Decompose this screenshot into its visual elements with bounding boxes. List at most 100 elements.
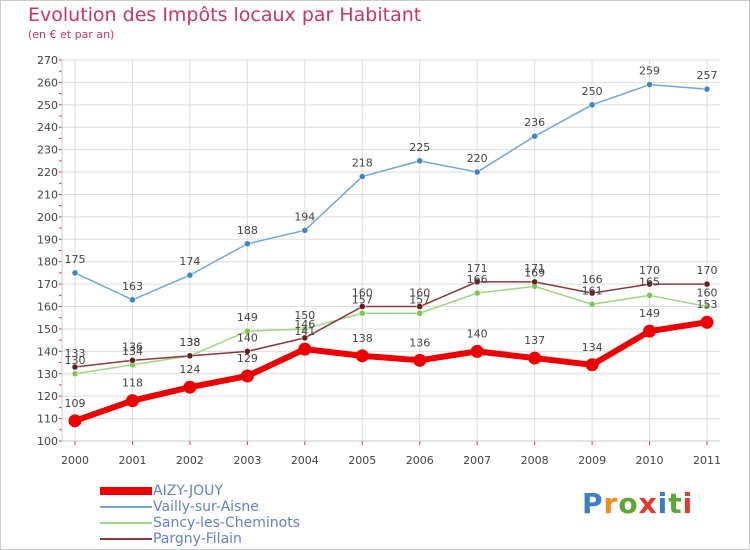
data-label-vailly-sur-aisne-2002: 174	[179, 255, 200, 268]
y-tick-label-250: 250	[37, 99, 58, 112]
data-point-aizy-jouy-2005	[355, 349, 369, 363]
data-label-aizy-jouy-2009: 134	[582, 341, 603, 354]
data-label-vailly-sur-aisne-2005: 218	[352, 157, 373, 170]
data-point-vailly-sur-aisne-2010	[646, 81, 653, 88]
data-label-vailly-sur-aisne-2001: 163	[122, 280, 143, 293]
grid-layer	[62, 59, 720, 442]
logo-letter: i	[682, 487, 694, 520]
data-label-pargny-filain-2008: 171	[524, 262, 545, 275]
data-point-aizy-jouy-2002	[183, 380, 197, 394]
data-point-pargny-filain-2002	[186, 352, 194, 360]
data-label-pargny-filain-2006: 160	[409, 287, 430, 300]
data-point-aizy-jouy-2009	[585, 358, 599, 372]
data-label-vailly-sur-aisne-2010: 259	[639, 65, 660, 78]
data-point-vailly-sur-aisne-2005	[359, 173, 366, 180]
series-line-vailly-sur-aisne	[74, 83, 708, 301]
logo-letter: i	[657, 487, 669, 520]
data-label-sancy-les-cheminots-2003: 149	[237, 311, 258, 324]
x-tick-label-2002: 2002	[176, 454, 204, 467]
legend-label-aizy-jouy: AIZY-JOUY	[153, 483, 223, 499]
legend-label-vailly-sur-aisne: Vailly-sur-Aisne	[153, 499, 259, 515]
legend-swatch-aizy-jouy	[100, 487, 152, 495]
y-tick-label-100: 100	[37, 435, 58, 448]
x-tick-label-2007: 2007	[463, 454, 491, 467]
chart-title: Evolution des Impôts locaux par Habitant	[28, 4, 422, 26]
data-label-sancy-les-cheminots-2007: 166	[467, 273, 488, 286]
data-label-sancy-les-cheminots-2006: 157	[409, 293, 430, 306]
data-label-vailly-sur-aisne-2004: 194	[294, 210, 315, 223]
data-label-sancy-les-cheminots-2004: 150	[294, 309, 315, 322]
y-tick-label-260: 260	[37, 76, 58, 89]
data-label-sancy-les-cheminots-2002: 138	[179, 336, 200, 349]
data-point-sancy-les-cheminots-2005	[359, 310, 366, 317]
x-tick-label-2003: 2003	[233, 454, 261, 467]
data-label-aizy-jouy-2001: 118	[122, 377, 143, 390]
data-point-pargny-filain-2006	[416, 303, 423, 310]
x-tick-label-2008: 2008	[521, 454, 549, 467]
axis-layer: 100 110 120 130 140 150 160 170 180 190 200 210 220 2…	[37, 54, 721, 467]
data-label-pargny-filain-2002: 138	[179, 336, 200, 349]
logo-letter: t	[668, 487, 683, 520]
data-point-aizy-jouy-2008	[528, 351, 542, 365]
data-point-aizy-jouy-2001	[125, 394, 139, 408]
data-point-aizy-jouy-2000	[68, 414, 82, 428]
data-point-pargny-filain-2007	[473, 278, 481, 286]
data-point-aizy-jouy-2006	[413, 353, 427, 367]
y-tick-label-170: 170	[37, 278, 58, 291]
data-point-aizy-jouy-2011	[700, 315, 714, 329]
chart-subtitle: (en € et par an)	[28, 28, 115, 41]
y-tick-label-230: 230	[37, 144, 58, 157]
legend-label-pargny-filain: Pargny-Filain	[153, 531, 242, 547]
data-label-aizy-jouy-2003: 129	[237, 352, 258, 365]
y-tick-label-120: 120	[37, 390, 58, 403]
logo-letter: o	[618, 487, 639, 520]
data-label-sancy-les-cheminots-2008: 169	[524, 266, 545, 279]
data-point-pargny-filain-2004	[301, 334, 309, 342]
x-tick-label-2010: 2010	[636, 454, 664, 467]
data-label-aizy-jouy-2008: 137	[524, 334, 545, 347]
y-tick-label-150: 150	[37, 323, 58, 336]
data-point-sancy-les-cheminots-2006	[416, 310, 423, 317]
data-point-pargny-filain-2003	[244, 348, 251, 355]
data-label-vailly-sur-aisne-2000: 175	[65, 253, 86, 266]
proxiti-logo: Proxiti	[582, 487, 693, 520]
y-tick-label-180: 180	[37, 256, 58, 269]
data-point-pargny-filain-2009	[588, 289, 596, 297]
x-tick-label-2011: 2011	[693, 454, 721, 467]
data-label-vailly-sur-aisne-2003: 188	[237, 224, 258, 237]
y-tick-label-110: 110	[37, 413, 58, 426]
data-label-pargny-filain-2007: 171	[467, 262, 488, 275]
data-label-sancy-les-cheminots-2010: 165	[639, 275, 660, 288]
y-tick-label-200: 200	[37, 211, 58, 224]
data-label-aizy-jouy-2010: 149	[639, 307, 660, 320]
data-point-aizy-jouy-2003	[240, 369, 254, 383]
x-tick-label-2001: 2001	[118, 454, 146, 467]
data-point-pargny-filain-2011	[703, 280, 711, 288]
data-label-aizy-jouy-2006: 136	[409, 336, 430, 349]
data-point-pargny-filain-2001	[129, 357, 136, 364]
y-tick-label-190: 190	[37, 233, 58, 246]
data-point-aizy-jouy-2010	[643, 324, 657, 338]
y-tick-label-130: 130	[37, 368, 58, 381]
x-tick-label-2009: 2009	[578, 454, 606, 467]
data-label-aizy-jouy-2002: 124	[179, 363, 200, 376]
data-point-vailly-sur-aisne-2008	[531, 132, 538, 140]
logo-letter: x	[638, 487, 658, 520]
data-point-sancy-les-cheminots-2000	[71, 370, 79, 378]
data-label-aizy-jouy-2011: 153	[697, 298, 718, 311]
y-tick-label-270: 270	[37, 54, 58, 67]
data-label-vailly-sur-aisne-2006: 225	[409, 141, 430, 154]
data-point-sancy-les-cheminots-2004	[301, 325, 309, 333]
data-point-vailly-sur-aisne-2001	[129, 296, 136, 304]
data-point-pargny-filain-2008	[531, 278, 538, 286]
data-point-vailly-sur-aisne-2003	[244, 240, 251, 248]
data-point-pargny-filain-2010	[646, 280, 653, 288]
data-label-pargny-filain-2010: 170	[639, 264, 660, 277]
logo-letter: P	[582, 487, 604, 520]
data-point-aizy-jouy-2004	[298, 342, 312, 356]
data-label-sancy-les-cheminots-2011: 160	[697, 287, 718, 300]
data-label-sancy-les-cheminots-2000: 130	[65, 354, 86, 367]
data-point-pargny-filain-2000	[71, 363, 79, 371]
data-point-sancy-les-cheminots-2007	[473, 289, 481, 297]
